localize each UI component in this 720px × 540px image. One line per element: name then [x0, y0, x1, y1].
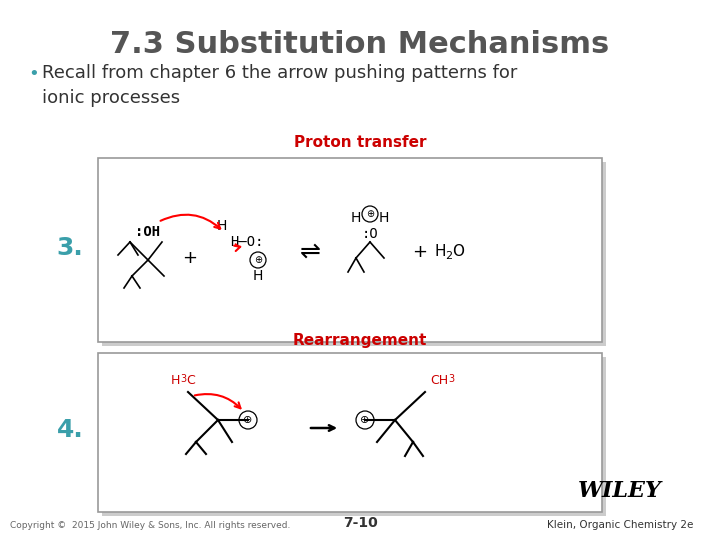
Text: CH: CH — [430, 374, 448, 387]
Text: 4.: 4. — [57, 418, 84, 442]
Text: Klein, Organic Chemistry 2e: Klein, Organic Chemistry 2e — [546, 520, 693, 530]
Text: 3: 3 — [180, 374, 186, 384]
Text: 7.3 Substitution Mechanisms: 7.3 Substitution Mechanisms — [110, 30, 610, 59]
Text: ⊕: ⊕ — [243, 415, 253, 425]
Text: Proton transfer: Proton transfer — [294, 135, 426, 150]
Text: •: • — [28, 65, 39, 83]
Text: H: H — [379, 211, 390, 225]
Text: ⊕: ⊕ — [366, 209, 374, 219]
Text: 3.: 3. — [57, 236, 84, 260]
Text: H: H — [435, 245, 446, 260]
Text: +: + — [413, 243, 428, 261]
Text: Recall from chapter 6 the arrow pushing patterns for
ionic processes: Recall from chapter 6 the arrow pushing … — [42, 64, 518, 107]
FancyBboxPatch shape — [102, 357, 606, 516]
Text: 2: 2 — [445, 251, 452, 261]
Text: +: + — [182, 249, 197, 267]
Text: H—O:: H—O: — [230, 235, 264, 249]
Text: WILEY: WILEY — [578, 480, 662, 502]
Text: Rearrangement: Rearrangement — [293, 333, 427, 348]
Text: :O: :O — [361, 227, 379, 241]
Text: 7-10: 7-10 — [343, 516, 377, 530]
Text: C: C — [186, 374, 194, 387]
Text: H: H — [253, 269, 264, 283]
Text: O: O — [452, 245, 464, 260]
Text: H: H — [351, 211, 361, 225]
Text: ⊕: ⊕ — [254, 255, 262, 265]
FancyBboxPatch shape — [102, 162, 606, 346]
FancyBboxPatch shape — [98, 353, 602, 512]
Text: 3: 3 — [448, 374, 454, 384]
Text: ⇌: ⇌ — [300, 240, 320, 264]
Text: :OH: :OH — [135, 225, 161, 239]
Text: H: H — [171, 374, 180, 387]
Text: ⊕: ⊕ — [360, 415, 369, 425]
FancyBboxPatch shape — [98, 158, 602, 342]
Text: H: H — [217, 219, 228, 233]
Text: Copyright ©  2015 John Wiley & Sons, Inc. All rights reserved.: Copyright © 2015 John Wiley & Sons, Inc.… — [10, 521, 290, 530]
